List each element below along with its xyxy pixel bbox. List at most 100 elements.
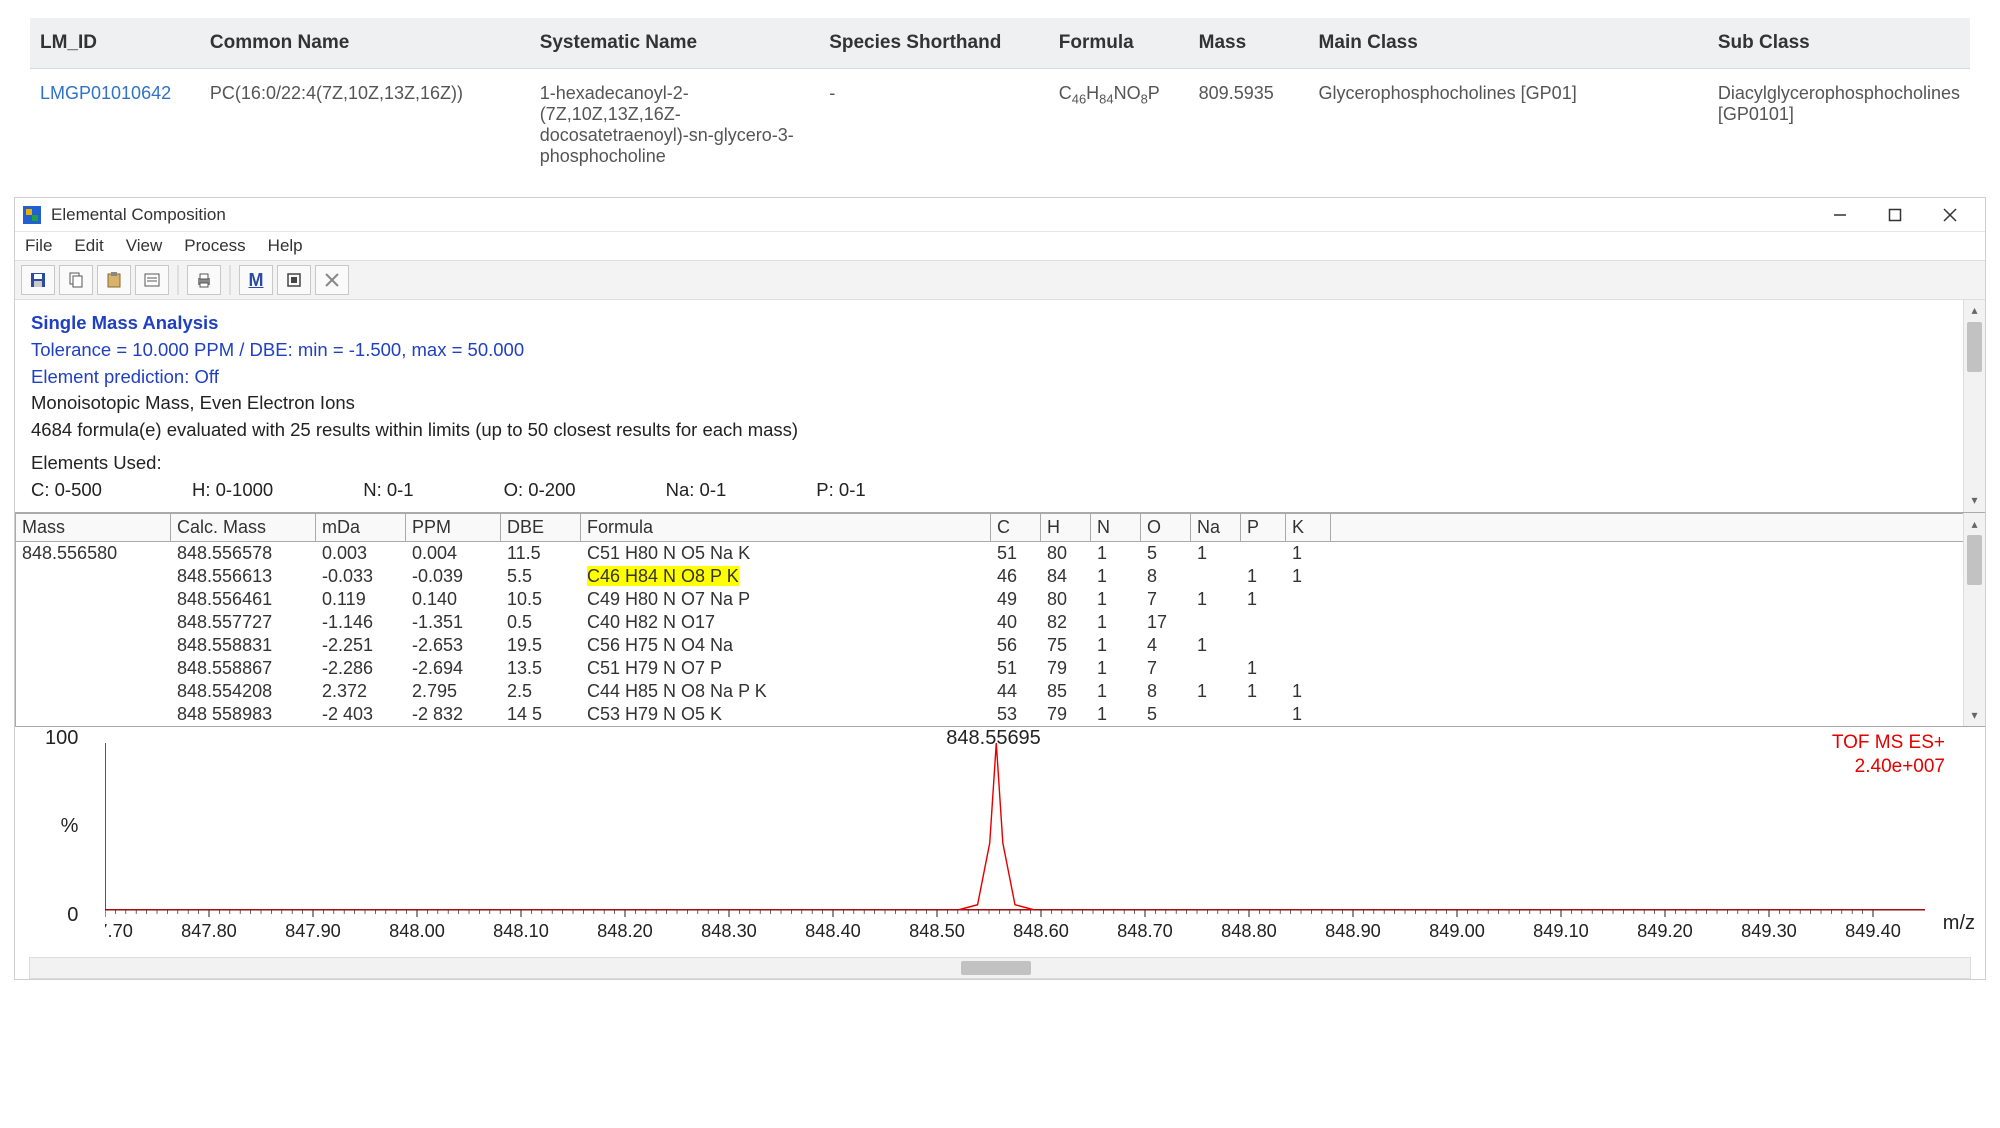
db-col-header: Species Shorthand (819, 18, 1049, 69)
svg-text:848.10: 848.10 (493, 919, 549, 940)
results-col-header[interactable]: N (1091, 513, 1141, 541)
results-row[interactable]: 848.556580848.5565780.0030.00411.5C51 H8… (16, 541, 1985, 565)
svg-text:847.70: 847.70 (105, 919, 133, 940)
db-col-header: Sub Class (1708, 18, 1970, 69)
results-col-header[interactable]: H (1041, 513, 1091, 541)
main-class: Glycerophosphocholines [GP01] (1309, 69, 1708, 182)
copy-icon[interactable] (59, 265, 93, 295)
element-range: Na: 0-1 (666, 477, 727, 504)
minimize-button[interactable] (1812, 201, 1867, 229)
formula-count-line: 4684 formula(e) evaluated with 25 result… (31, 417, 1969, 444)
svg-text:849.30: 849.30 (1741, 919, 1797, 940)
svg-text:848.70: 848.70 (1117, 919, 1173, 940)
results-col-header[interactable]: Na (1191, 513, 1241, 541)
print-icon[interactable] (187, 265, 221, 295)
menu-file[interactable]: File (25, 236, 52, 255)
tolerance-line: Tolerance = 10.000 PPM / DBE: min = -1.5… (31, 337, 1969, 364)
save-icon[interactable] (21, 265, 55, 295)
svg-text:849.00: 849.00 (1429, 919, 1485, 940)
spectrum-h-scrollbar[interactable] (29, 957, 1971, 979)
scroll-thumb[interactable] (1967, 322, 1982, 372)
scroll-up-icon[interactable]: ▴ (1964, 300, 1985, 322)
svg-text:848.60: 848.60 (1013, 919, 1069, 940)
mass-mode-line: Monoisotopic Mass, Even Electron Ions (31, 390, 1969, 417)
menu-help[interactable]: Help (268, 236, 303, 255)
results-pane: MassCalc. MassmDaPPMDBEFormulaCHNONaPK 8… (15, 513, 1985, 727)
props-icon[interactable] (135, 265, 169, 295)
svg-text:848.30: 848.30 (701, 919, 757, 940)
results-scrollbar[interactable]: ▴ ▾ (1963, 513, 1985, 726)
toolbar: M (15, 260, 1985, 300)
db-col-header: Main Class (1309, 18, 1708, 69)
y-axis-labels: 100 % 0 (45, 727, 78, 927)
db-col-header: Formula (1049, 18, 1189, 69)
scroll-thumb[interactable] (1967, 535, 1982, 585)
mz-axis-label: m/z (1943, 912, 1975, 935)
db-col-header: Mass (1189, 18, 1309, 69)
results-row[interactable]: 848.556613-0.033-0.0395.5C46 H84 N O8 P … (16, 565, 1985, 588)
species-shorthand: - (819, 69, 1049, 182)
analysis-info-pane: Single Mass Analysis Tolerance = 10.000 … (15, 300, 1985, 513)
db-col-header: Common Name (200, 18, 530, 69)
scroll-down-icon[interactable]: ▾ (1964, 490, 1985, 512)
element-range: H: 0-1000 (192, 477, 273, 504)
results-col-header[interactable]: Formula (581, 513, 991, 541)
results-row[interactable]: 848.558867-2.286-2.69413.5C51 H79 N O7 P… (16, 657, 1985, 680)
results-col-header[interactable]: K (1286, 513, 1331, 541)
maximize-button[interactable] (1867, 201, 1922, 229)
m-icon[interactable]: M (239, 265, 273, 295)
systematic-name: 1-hexadecanoyl-2-(7Z,10Z,13Z,16Z-docosat… (530, 69, 820, 182)
menubar: File Edit View Process Help (15, 232, 1985, 260)
window-title: Elemental Composition (51, 205, 1812, 225)
results-row[interactable]: 848.558831-2.251-2.65319.5C56 H75 N O4 N… (16, 634, 1985, 657)
app-icon (21, 204, 43, 226)
scroll-down-icon[interactable]: ▾ (1964, 704, 1985, 726)
results-row[interactable]: 848.5564610.1190.14010.5C49 H80 N O7 Na … (16, 588, 1985, 611)
window-titlebar[interactable]: Elemental Composition (15, 198, 1985, 232)
svg-text:848.80: 848.80 (1221, 919, 1277, 940)
scroll-thumb[interactable] (961, 961, 1031, 975)
info-pane-scrollbar[interactable]: ▴ ▾ (1963, 300, 1985, 512)
tof-label: TOF MS ES+ 2.40e+007 (1832, 731, 1945, 780)
lm-id-link[interactable]: LMGP01010642 (40, 83, 171, 103)
menu-edit[interactable]: Edit (74, 236, 103, 255)
formula: C46H84NO8P (1049, 69, 1189, 182)
paste-icon[interactable] (97, 265, 131, 295)
x-icon[interactable] (315, 265, 349, 295)
sub-class: Diacylglycerophosphocholines [GP0101] (1708, 69, 1970, 182)
results-row[interactable]: 848 558983-2 403-2 83214 5C53 H79 N O5 K… (16, 703, 1985, 726)
results-col-header[interactable]: Mass (16, 513, 171, 541)
elemental-composition-window: Elemental Composition File Edit View Proces… (14, 197, 1986, 980)
elements-used-row: C: 0-500H: 0-1000N: 0-1O: 0-200Na: 0-1P:… (31, 477, 1969, 504)
menu-view[interactable]: View (126, 236, 163, 255)
results-table: MassCalc. MassmDaPPMDBEFormulaCHNONaPK 8… (15, 513, 1985, 726)
box-icon[interactable] (277, 265, 311, 295)
scroll-up-icon[interactable]: ▴ (1964, 513, 1985, 535)
results-row[interactable]: 848.5542082.3722.7952.5C44 H85 N O8 Na P… (16, 680, 1985, 703)
element-range: C: 0-500 (31, 477, 102, 504)
results-col-header[interactable]: Calc. Mass (171, 513, 316, 541)
db-col-header: LM_ID (30, 18, 200, 69)
analysis-title: Single Mass Analysis (31, 310, 1969, 337)
menu-process[interactable]: Process (184, 236, 245, 255)
element-range: P: 0-1 (816, 477, 865, 504)
results-col-header[interactable]: PPM (406, 513, 501, 541)
elements-used-label: Elements Used: (31, 450, 1969, 477)
results-col-header[interactable]: mDa (316, 513, 406, 541)
results-col-header[interactable]: O (1141, 513, 1191, 541)
results-col-header[interactable]: C (991, 513, 1041, 541)
results-col-header[interactable] (1331, 513, 1985, 541)
results-col-header[interactable]: P (1241, 513, 1286, 541)
element-range: O: 0-200 (504, 477, 576, 504)
element-prediction-line: Element prediction: Off (31, 364, 1969, 391)
svg-text:849.10: 849.10 (1533, 919, 1589, 940)
close-button[interactable] (1922, 201, 1977, 229)
spectrum-chart: 100 % 0 TOF MS ES+ 2.40e+007 847.70847.8… (15, 727, 1985, 957)
results-col-header[interactable]: DBE (501, 513, 581, 541)
results-row[interactable]: 848.557727-1.146-1.3510.5C40 H82 N O1740… (16, 611, 1985, 634)
svg-text:848.50: 848.50 (909, 919, 965, 940)
svg-text:848.20: 848.20 (597, 919, 653, 940)
svg-text:847.90: 847.90 (285, 919, 341, 940)
common-name: PC(16:0/22:4(7Z,10Z,13Z,16Z)) (200, 69, 530, 182)
svg-text:848.90: 848.90 (1325, 919, 1381, 940)
